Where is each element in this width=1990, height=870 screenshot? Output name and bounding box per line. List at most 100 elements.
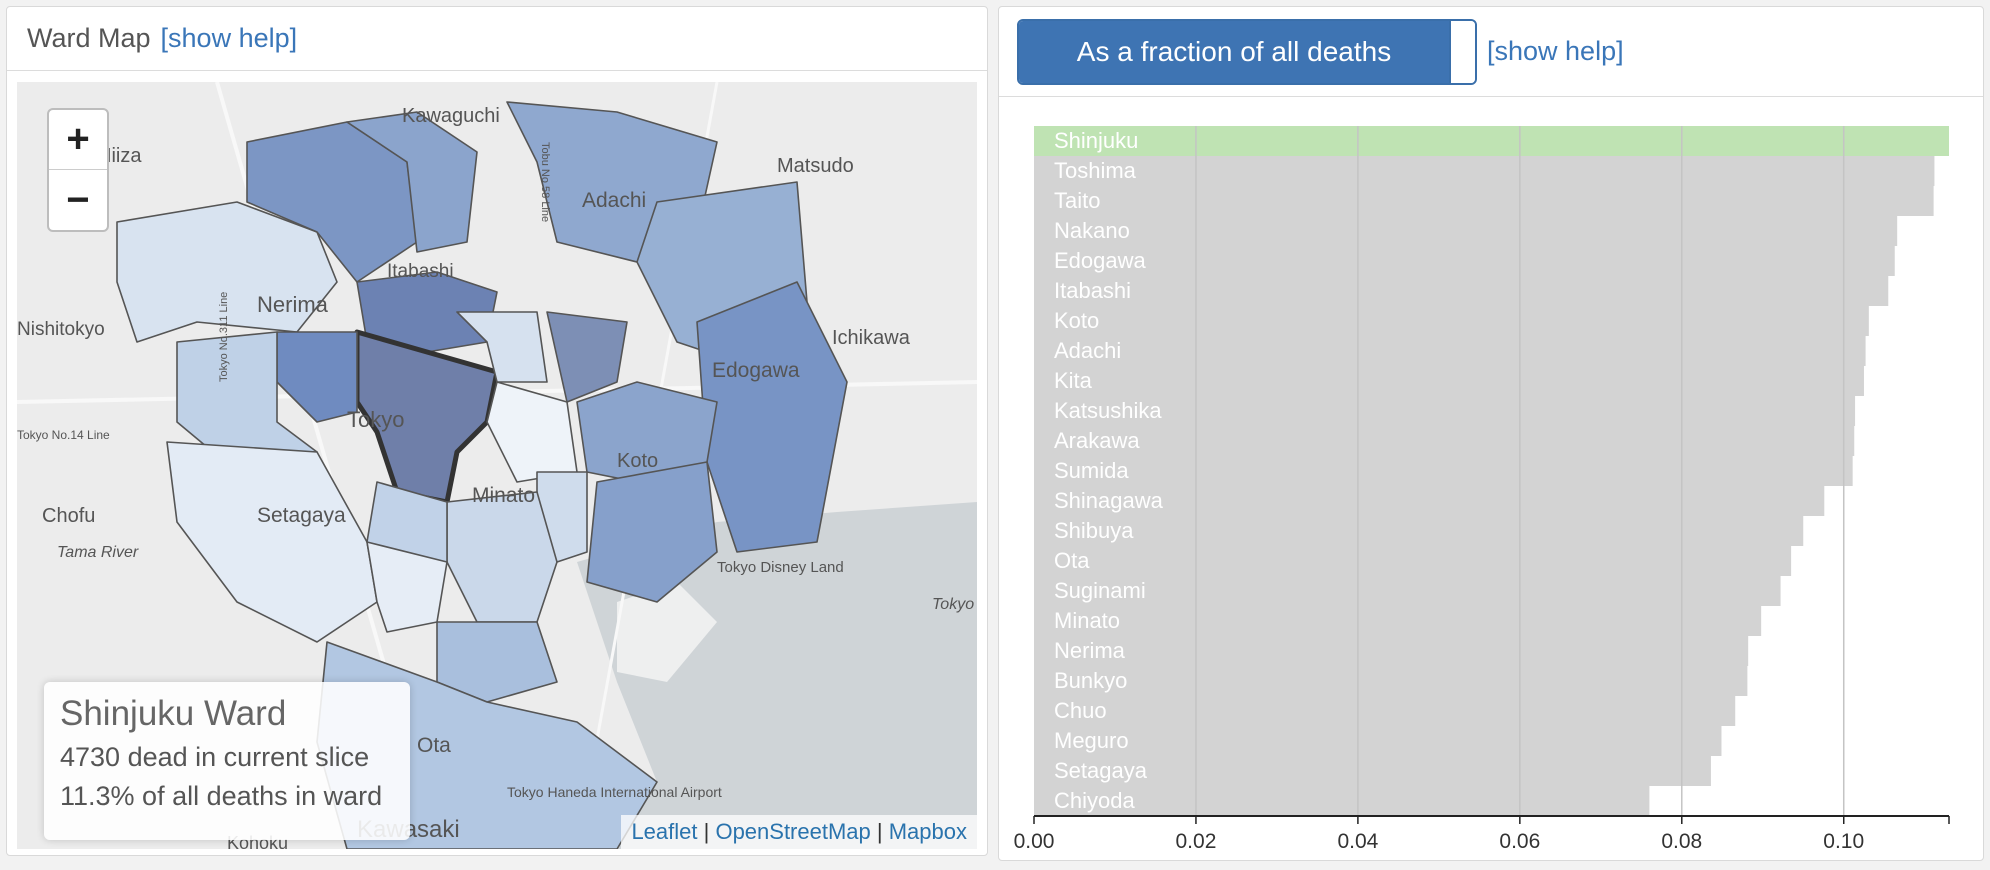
- map-label-tobu-line: Tobu No.58 Line: [539, 142, 551, 222]
- bar-itabashi[interactable]: [1034, 276, 1889, 306]
- ward-map-panel: Ward Map [show help]: [6, 6, 988, 856]
- map-label-minato: Minato: [472, 484, 535, 507]
- leaflet-link[interactable]: Leaflet: [631, 819, 698, 844]
- ward-koto: [586, 461, 718, 603]
- zoom-out-button[interactable]: −: [66, 177, 90, 222]
- bar-setagaya[interactable]: [1034, 756, 1711, 786]
- mapbox-link[interactable]: Mapbox: [888, 819, 967, 844]
- ward-kita: [346, 111, 478, 253]
- map-label-ichikawa: Ichikawa: [832, 327, 911, 349]
- chart-header: As a fraction of all deaths [show help]: [999, 7, 1983, 97]
- bar-label-nerima: Nerima: [1054, 638, 1126, 663]
- ward-map-header: Ward Map [show help]: [7, 7, 987, 71]
- info-ward-name: Shinjuku Ward: [60, 694, 287, 733]
- map-label-tokyo-311: Tokyo No.311 Line: [218, 292, 230, 382]
- ranking-chart-panel: As a fraction of all deaths [show help] …: [998, 6, 1984, 861]
- bar-kita[interactable]: [1034, 366, 1864, 396]
- bar-edogawa[interactable]: [1034, 246, 1895, 276]
- map-show-help-link[interactable]: [show help]: [160, 23, 298, 53]
- bar-nerima[interactable]: [1034, 636, 1749, 666]
- ranking-bar-chart: Shinjuku Toshima Taito Nakano Edogawa Itabash…: [1014, 126, 1950, 853]
- ward-shinagawa: [436, 621, 558, 703]
- ward-minato: [446, 491, 558, 623]
- bar-label-sumida: Sumida: [1054, 458, 1129, 483]
- toggle-handle[interactable]: [1449, 20, 1475, 83]
- map-label-tama-river: Tama River: [57, 544, 139, 561]
- info-death-fraction: 11.3% of all deaths in ward: [60, 781, 383, 811]
- bar-label-taito: Taito: [1054, 188, 1100, 213]
- map-label-itabashi: Itabashi: [387, 261, 454, 282]
- map-label-adachi: Adachi: [582, 189, 646, 212]
- fraction-toggle-switch[interactable]: As a fraction of all deaths: [1017, 18, 1477, 85]
- x-tick-label: 0.00: [1014, 830, 1055, 853]
- ward-info-box: Shinjuku Ward 4730 dead in current slice…: [44, 682, 410, 840]
- bar-ota[interactable]: [1034, 546, 1792, 576]
- map-attribution: Leaflet | OpenStreetMap | Mapbox: [621, 815, 977, 849]
- bar-label-katsushika: Katsushika: [1054, 398, 1162, 423]
- chart-show-help-link[interactable]: [show help]: [1487, 36, 1624, 66]
- bar-meguro[interactable]: [1034, 726, 1722, 756]
- ward-meguro: [366, 541, 448, 633]
- map-label-koto: Koto: [617, 450, 658, 472]
- x-tick-label: 0.08: [1661, 830, 1702, 853]
- map-label-tokyo-disney-land: Tokyo Disney Land: [717, 559, 844, 576]
- bar-shinagawa[interactable]: [1034, 486, 1825, 516]
- bar-label-edogawa: Edogawa: [1054, 248, 1147, 273]
- bar-sumida[interactable]: [1034, 456, 1853, 486]
- bar-shinjuku[interactable]: [1034, 126, 1949, 156]
- bay-islands: [617, 582, 717, 682]
- bar-label-shinagawa: Shinagawa: [1054, 488, 1164, 513]
- bar-label-setagaya: Setagaya: [1054, 758, 1148, 783]
- zoom-control: + −: [47, 108, 109, 232]
- bar-suginami[interactable]: [1034, 576, 1781, 606]
- bar-label-meguro: Meguro: [1054, 728, 1129, 753]
- bar-katsushika[interactable]: [1034, 396, 1856, 426]
- bar-label-adachi: Adachi: [1054, 338, 1121, 363]
- bar-adachi[interactable]: [1034, 336, 1866, 366]
- bar-bunkyo[interactable]: [1034, 666, 1748, 696]
- bar-toshima[interactable]: [1034, 156, 1935, 186]
- ward-bunkyo: [456, 311, 548, 383]
- bar-label-kita: Kita: [1054, 368, 1093, 393]
- zoom-in-button[interactable]: +: [49, 110, 107, 170]
- ward-edogawa: [696, 281, 848, 553]
- x-tick-label: 0.06: [1499, 830, 1540, 853]
- map-label-chofu: Chofu: [42, 505, 95, 527]
- bar-shibuya[interactable]: [1034, 516, 1804, 546]
- ward-shinjuku: [354, 329, 500, 505]
- bar-label-koto: Koto: [1054, 308, 1099, 333]
- x-tick-label: 0.10: [1823, 830, 1864, 853]
- bar-chuo[interactable]: [1034, 696, 1736, 726]
- info-dead-count: 4730 dead in current slice: [60, 742, 370, 772]
- attribution-separator: |: [870, 819, 889, 844]
- map-label-tokyo-14: Tokyo No.14 Line: [17, 428, 110, 442]
- bar-label-shinjuku: Shinjuku: [1054, 128, 1138, 153]
- bar-label-toshima: Toshima: [1054, 158, 1137, 183]
- map-label-nerima: Nerima: [257, 292, 329, 317]
- bar-label-itabashi: Itabashi: [1054, 278, 1131, 303]
- map-view[interactable]: Kawaguchi Niiza Matsudo Adachi Itabashi …: [17, 82, 977, 849]
- ward-setagaya: [166, 441, 378, 643]
- bar-label-bunkyo: Bunkyo: [1054, 668, 1127, 693]
- map-label-nishitokyo: Nishitokyo: [17, 319, 105, 340]
- map-label-matsudo: Matsudo: [777, 155, 854, 177]
- bar-label-chuo: Chuo: [1054, 698, 1107, 723]
- ward-arakawa: [546, 311, 628, 403]
- ward-map-title: Ward Map: [27, 23, 151, 53]
- openstreetmap-link[interactable]: OpenStreetMap: [715, 819, 871, 844]
- map-label-edogawa: Edogawa: [712, 359, 800, 382]
- bar-label-minato: Minato: [1054, 608, 1120, 633]
- bar-label-arakawa: Arakawa: [1054, 428, 1140, 453]
- ward-nakano: [276, 331, 358, 423]
- ward-chiyoda: [486, 381, 578, 483]
- map-label-ota: Ota: [417, 734, 451, 757]
- bar-nakano[interactable]: [1034, 216, 1898, 246]
- bar-minato[interactable]: [1034, 606, 1762, 636]
- bar-chiyoda[interactable]: [1034, 786, 1650, 816]
- bar-taito[interactable]: [1034, 186, 1934, 216]
- bar-label-ota: Ota: [1054, 548, 1090, 573]
- bar-koto[interactable]: [1034, 306, 1869, 336]
- bar-label-chiyoda: Chiyoda: [1054, 788, 1135, 813]
- map-label-tokyo: Tokyo: [347, 407, 404, 432]
- bar-arakawa[interactable]: [1034, 426, 1855, 456]
